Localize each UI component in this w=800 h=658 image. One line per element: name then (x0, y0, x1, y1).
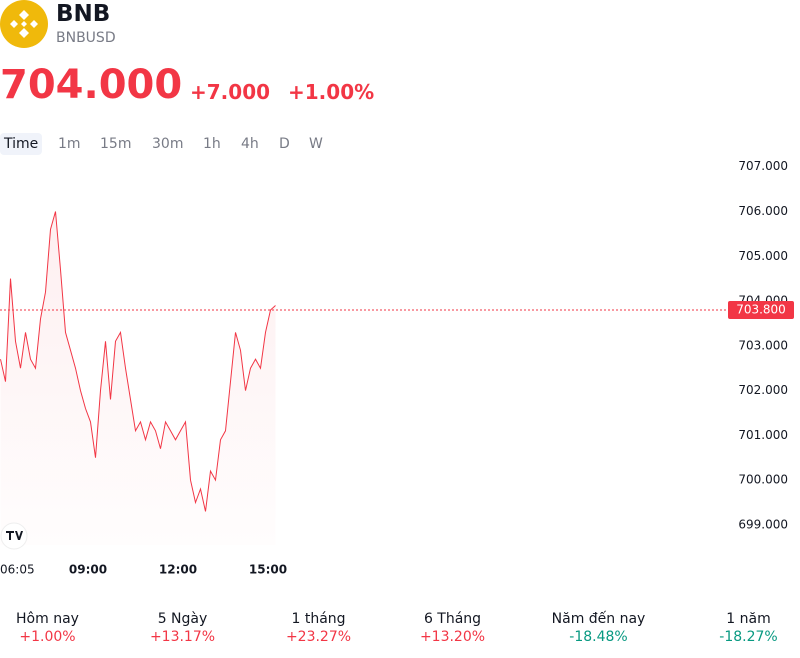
performance-value[interactable]: +13.17% (149, 629, 216, 645)
timeframe-tab[interactable]: D (279, 136, 290, 152)
timeframe-tab[interactable]: W (309, 136, 323, 152)
area (0, 211, 276, 545)
tv-logo (0, 522, 28, 550)
y-tick-label: 700.000 (738, 473, 788, 487)
y-tick-label: 701.000 (738, 428, 788, 442)
timeframe-tab[interactable]: 4h (241, 136, 259, 152)
change-percent: +1.00% (288, 80, 375, 104)
ticker: BNBUSD (56, 30, 116, 46)
x-tick-label: 09:00 (69, 563, 107, 577)
timeframe-tab[interactable]: 30m (152, 136, 184, 152)
last-price-label: 703.800 (736, 302, 786, 316)
performance-value[interactable]: +13.20% (419, 629, 486, 645)
last-price-badge (728, 300, 794, 319)
performance-label[interactable]: 6 Tháng (423, 611, 482, 627)
x-tick-label: 06:05 (0, 563, 35, 577)
bnb-logo (0, 0, 48, 48)
performance-value[interactable]: +1.00% (19, 629, 76, 645)
timeframe-tab[interactable]: Time (0, 133, 43, 155)
price-line (0, 211, 276, 512)
performance-label[interactable]: Hôm nay (16, 611, 79, 627)
performance-label[interactable]: 1 tháng (291, 611, 346, 627)
y-tick-label: 703.000 (738, 338, 788, 352)
performance-value[interactable]: +23.27% (285, 629, 352, 645)
y-tick-label: 705.000 (738, 249, 788, 263)
price: 704.000 (0, 62, 183, 108)
y-tick-label: 706.000 (738, 204, 788, 218)
timeframe-tab[interactable]: 15m (100, 136, 132, 152)
change: +7.000 (190, 80, 271, 104)
performance-value[interactable]: -18.48% (569, 629, 628, 645)
timeframe-tab[interactable]: 1h (203, 136, 221, 152)
performance-label[interactable]: 1 năm (726, 611, 771, 627)
y-tick-label: 707.000 (738, 159, 788, 173)
y-tick-label: 699.000 (738, 517, 788, 531)
performance-label[interactable]: 5 Ngày (157, 611, 208, 627)
performance-value[interactable]: -18.27% (719, 629, 778, 645)
x-tick-label: 15:00 (249, 563, 287, 577)
timeframe-tab[interactable]: 1m (58, 136, 81, 152)
x-tick-label: 12:00 (159, 563, 197, 577)
symbol: BNB (56, 1, 111, 27)
performance-label[interactable]: Năm đến nay (551, 611, 646, 627)
y-tick-label: 702.000 (738, 383, 788, 397)
